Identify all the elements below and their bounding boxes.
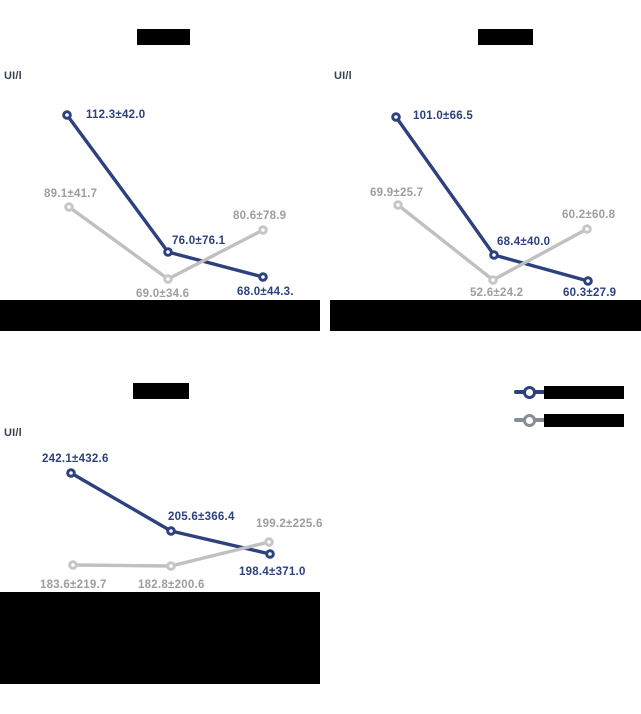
series-b-legend-marker — [523, 413, 536, 427]
series-a-point-label: 60.3±27.9 — [563, 287, 617, 299]
y-axis-unit-label: UI/l — [334, 70, 352, 82]
series-a-point-marker — [163, 247, 173, 257]
series-a-point-marker — [583, 276, 593, 286]
chart3-title-redaction — [133, 383, 189, 399]
series-a-point-label: 101.0±66.5 — [413, 110, 473, 122]
series-a-point-marker — [265, 549, 275, 559]
series-a-point-marker — [66, 468, 76, 478]
chart-top-right: 101.0±66.5 68.4±40.0 60.3±27.9 69.9±25.7 52.… — [330, 68, 641, 332]
series-b-point-label: 182.8±200.6 — [138, 579, 205, 591]
x-axis-redaction-band — [0, 592, 320, 684]
series-b-point-marker — [163, 274, 173, 284]
plot-area — [66, 468, 275, 571]
series-a-point-label: 198.4±371.0 — [239, 566, 306, 578]
y-axis-unit-label: UI/l — [4, 70, 22, 82]
series-b-point-marker — [64, 202, 74, 212]
series-b-line — [396, 203, 589, 282]
series-a-point-label: 205.6±366.4 — [168, 511, 235, 523]
series-b-point-marker — [393, 200, 403, 210]
series-a-point-label: 68.4±40.0 — [497, 236, 551, 248]
series-a-point-marker — [489, 250, 499, 260]
series-a-point-marker — [258, 272, 268, 282]
series-b-point-label: 52.6±24.2 — [470, 287, 524, 299]
series-b-point-label: 199.2±225.6 — [256, 518, 323, 530]
series-b-point-label: 69.9±25.7 — [370, 187, 424, 199]
plot-area — [62, 110, 268, 284]
series-b-point-marker — [264, 537, 274, 547]
plot-area — [391, 112, 593, 286]
series-b-point-marker — [488, 275, 498, 285]
series-a-point-label: 112.3±42.0 — [86, 109, 146, 121]
x-axis-redaction-band — [0, 300, 320, 331]
series-a-point-marker — [391, 112, 401, 122]
series-b-point-label: 60.2±60.8 — [562, 209, 616, 221]
series-b-point-label: 183.6±219.7 — [40, 579, 107, 591]
y-axis-unit-label: UI/l — [4, 427, 22, 439]
series-a-point-label: 76.0±76.1 — [172, 235, 226, 247]
chart2-title-redaction — [478, 29, 533, 45]
legend-label-redaction — [544, 385, 624, 399]
series-b-point-marker — [166, 561, 176, 571]
series-a-point-marker — [62, 110, 72, 120]
legend — [505, 378, 641, 434]
series-b-point-marker — [258, 225, 268, 235]
x-axis-redaction-band — [330, 300, 641, 331]
legend-label-redaction — [544, 413, 624, 427]
chart-top-left: 112.3±42.0 76.0±76.1 68.0±44.3. 89.1±41.7 69… — [0, 68, 320, 332]
series-a-point-marker — [166, 526, 176, 536]
chart-bottom-left: 242.1±432.6 205.6±366.4 198.4±371.0 183.6±2… — [0, 425, 323, 690]
series-b-point-label: 89.1±41.7 — [44, 188, 98, 200]
series-b-point-marker — [68, 560, 78, 570]
series-b-point-label: 69.0±34.6 — [136, 288, 190, 300]
series-a-point-label: 242.1±432.6 — [42, 453, 109, 465]
series-a-point-label: 68.0±44.3. — [237, 286, 294, 298]
series-b-point-marker — [582, 224, 592, 234]
series-a-legend-marker — [523, 385, 536, 399]
series-b-point-label: 80.6±78.9 — [233, 210, 287, 222]
chart1-title-redaction — [137, 29, 190, 45]
